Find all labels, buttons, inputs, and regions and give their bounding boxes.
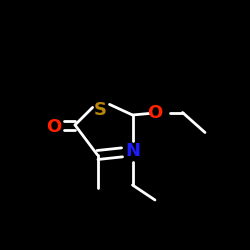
Text: S: S (94, 101, 106, 119)
Text: N: N (125, 142, 140, 160)
Text: O: O (46, 118, 62, 136)
Text: O: O (148, 104, 162, 122)
